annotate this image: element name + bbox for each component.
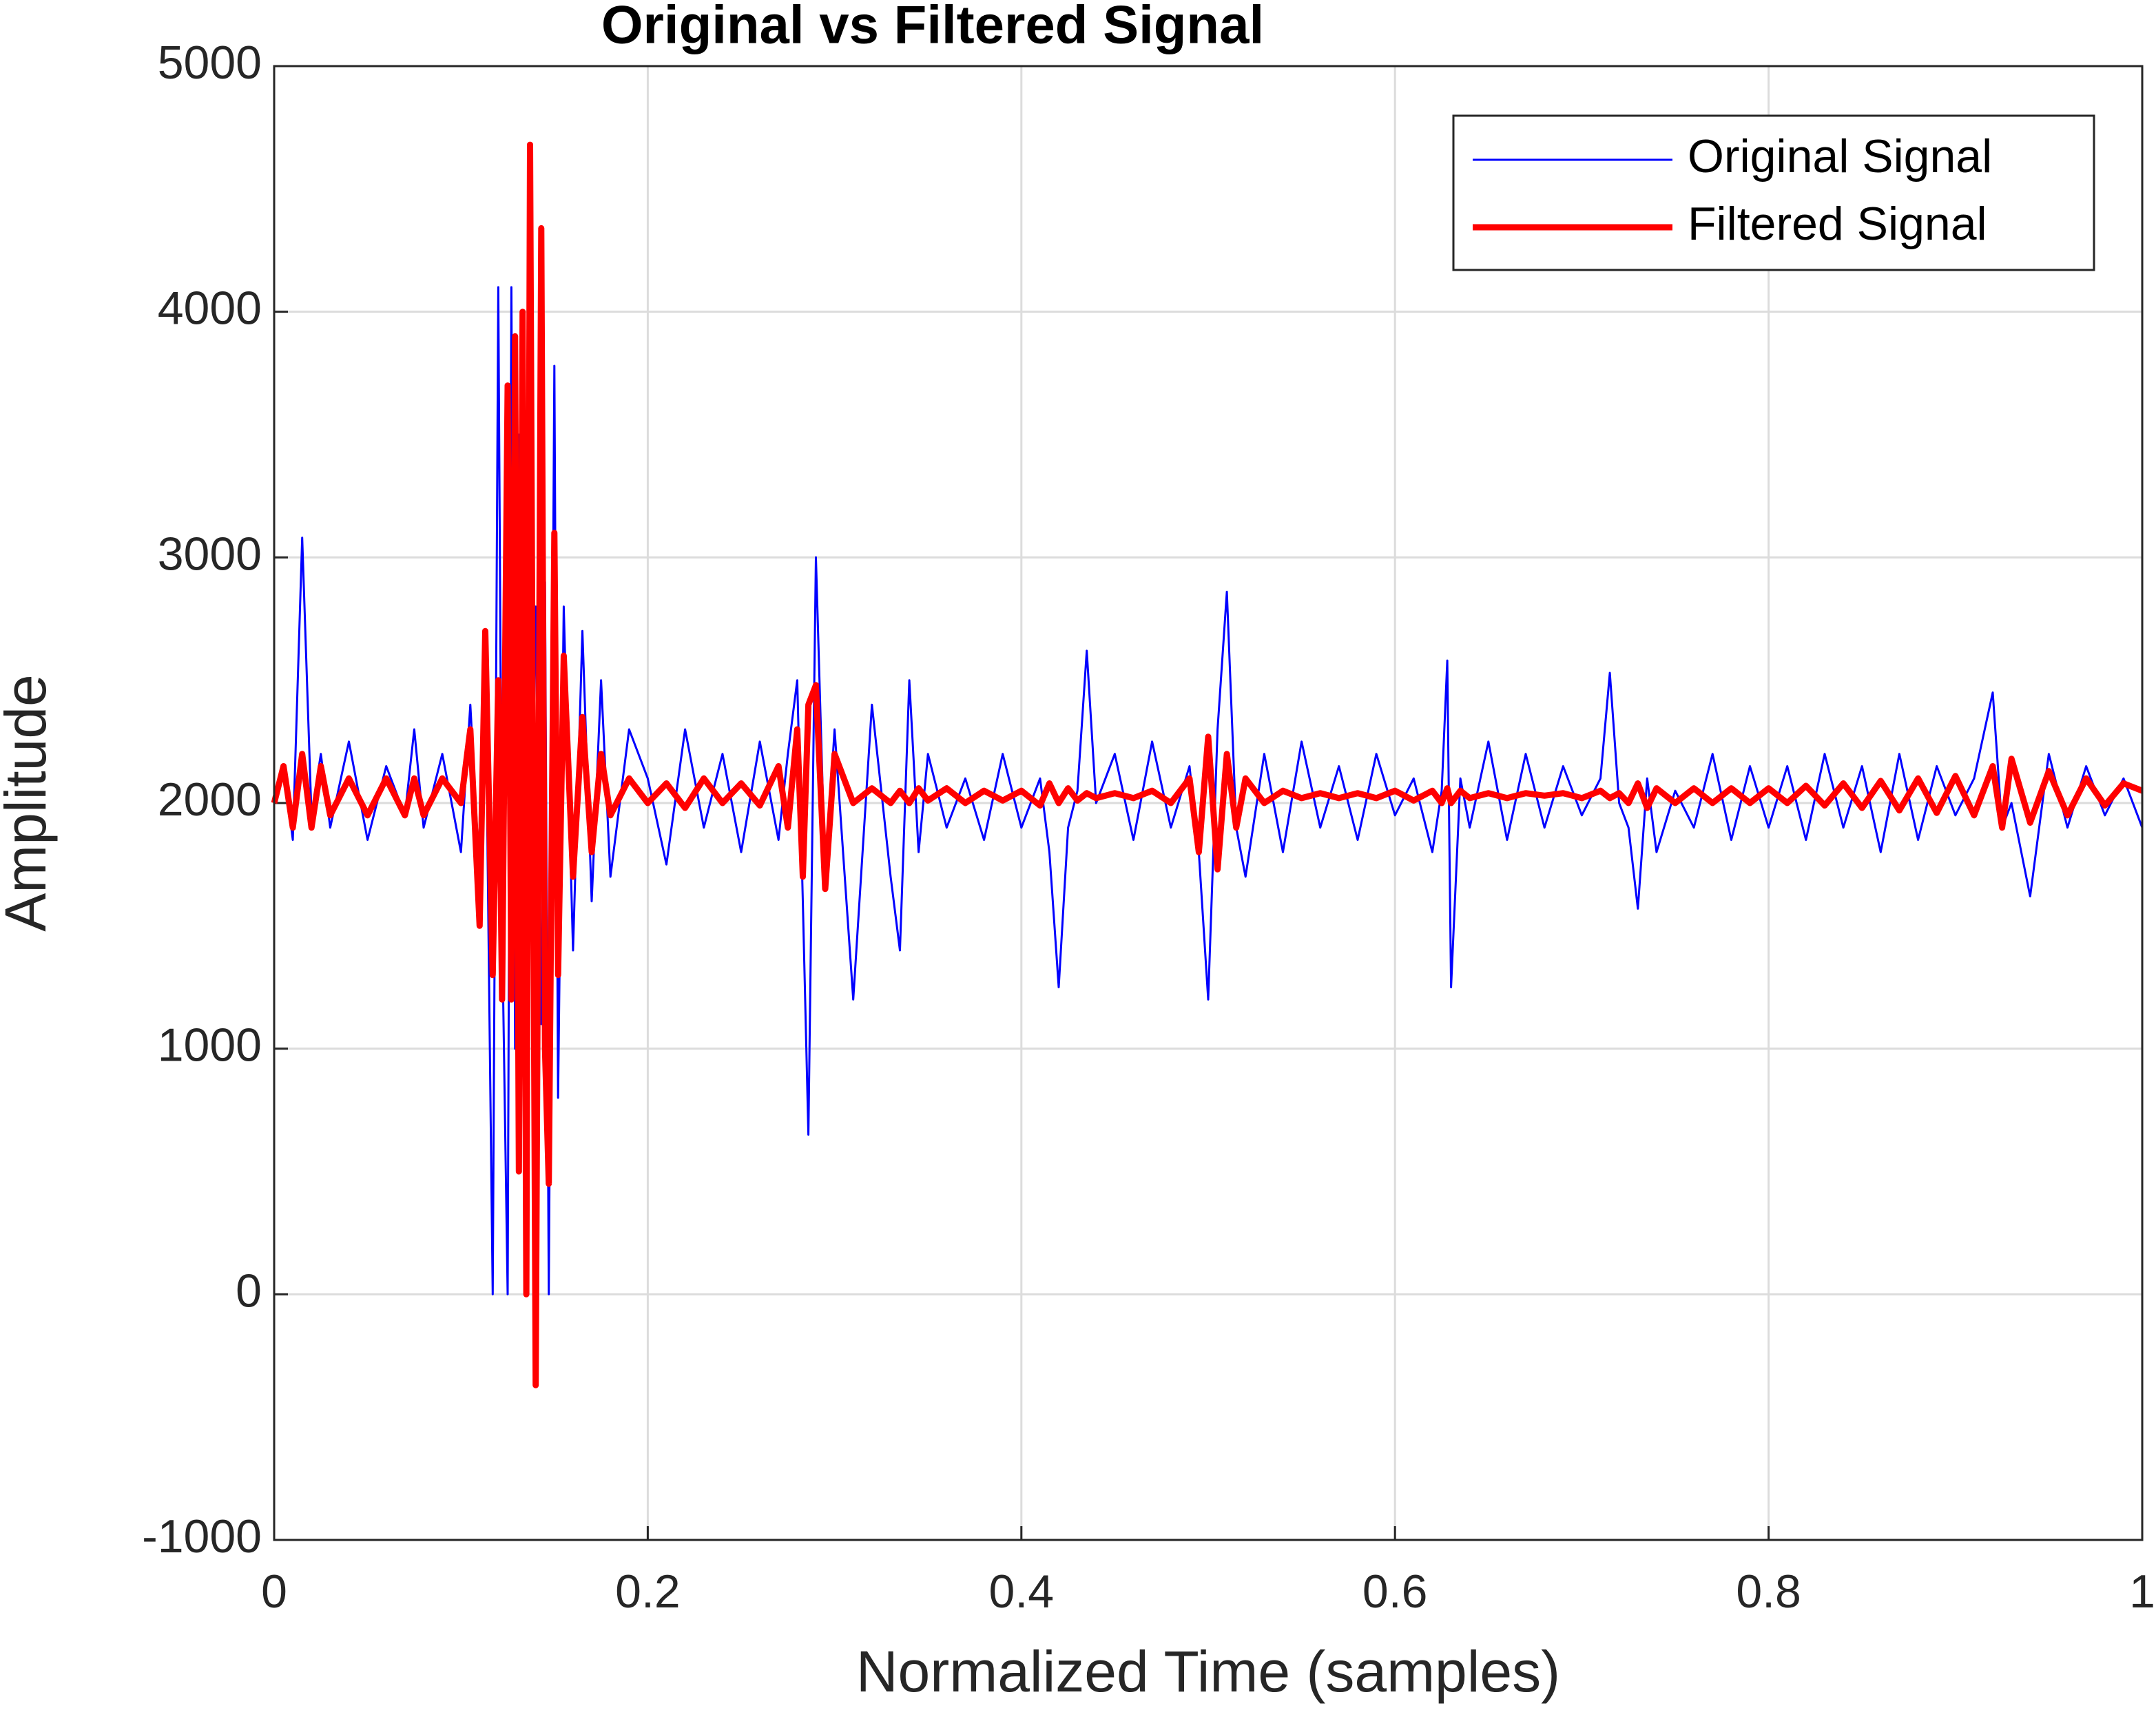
y-tick-label: 1000 — [158, 1019, 262, 1072]
x-tick-label: 1 — [2129, 1565, 2155, 1618]
x-axis-label: Normalized Time (samples) — [856, 1639, 1560, 1704]
y-tick-label: 5000 — [158, 37, 262, 89]
x-tick-label: 0.2 — [615, 1565, 681, 1618]
line-series — [271, 141, 2144, 1388]
y-tick-label: 2000 — [158, 773, 262, 826]
legend-label: Original Signal — [1688, 130, 1992, 183]
legend-label: Filtered Signal — [1688, 198, 1987, 250]
x-tick-label: 0 — [261, 1565, 287, 1618]
x-tick-label: 0.4 — [989, 1565, 1055, 1618]
y-tick-label: 0 — [236, 1264, 262, 1317]
y-tick-label: 4000 — [158, 282, 262, 335]
y-tick-label: -1000 — [142, 1510, 262, 1563]
y-axis-label: Amplitude — [0, 674, 58, 932]
x-tick-label: 0.6 — [1362, 1565, 1428, 1618]
plot-frame — [273, 65, 2144, 1541]
chart-title: Original vs Filtered Signal — [601, 0, 1264, 55]
x-tick-label: 0.8 — [1736, 1565, 1801, 1618]
legend-box — [1452, 114, 2095, 271]
y-tick-label: 3000 — [158, 528, 262, 580]
